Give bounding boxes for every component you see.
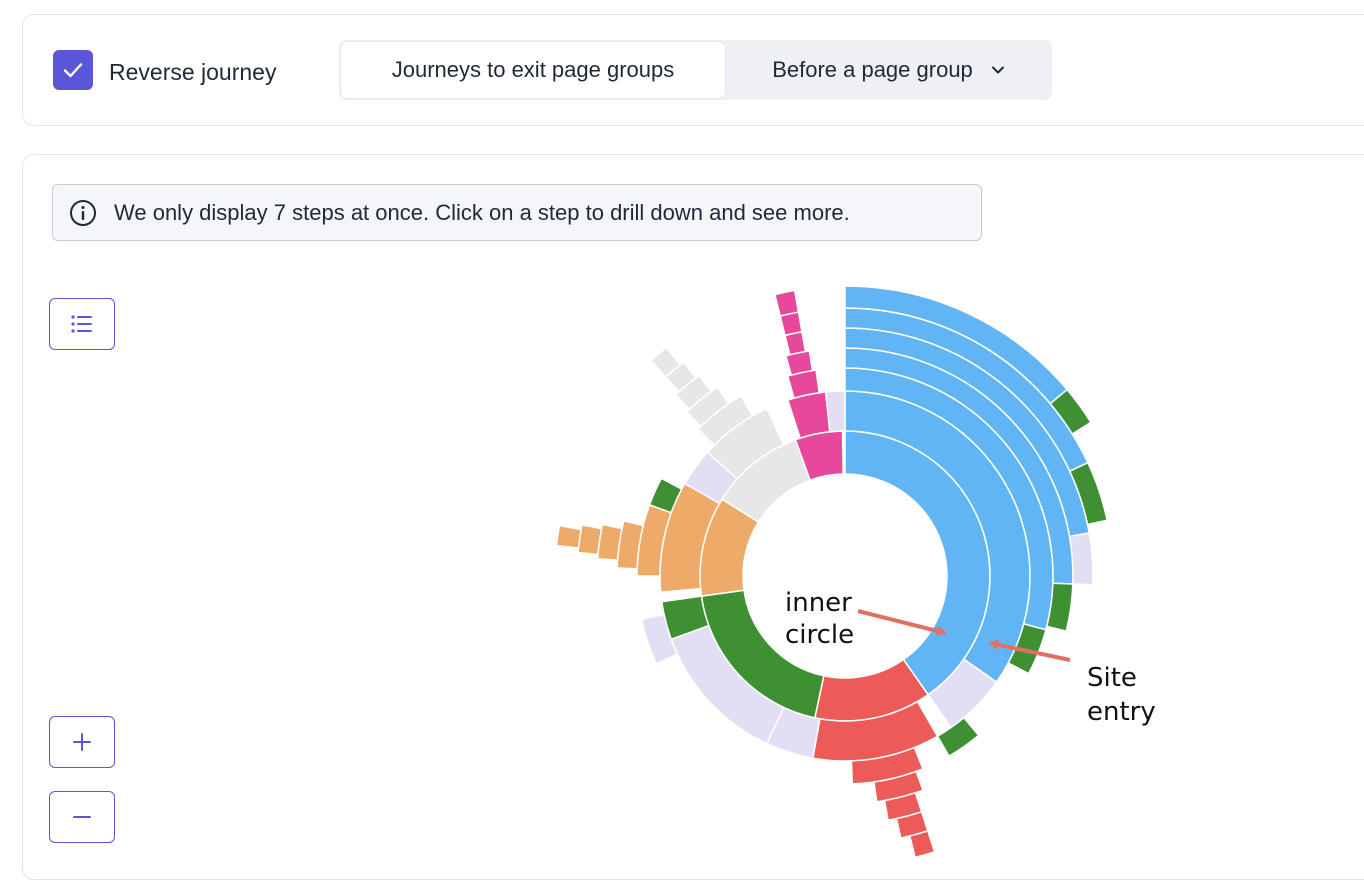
tab-journeys-to-exit[interactable]: Journeys to exit page groups	[341, 42, 725, 98]
segment-green-child[interactable]	[936, 716, 980, 758]
plus-icon	[73, 733, 91, 751]
annotation-site-line1: Site	[1087, 663, 1137, 693]
annotation-inner-line1: inner	[785, 588, 852, 618]
segment-green-child[interactable]	[1068, 461, 1109, 526]
zoom-in-button[interactable]	[49, 716, 115, 768]
check-icon	[63, 63, 83, 78]
segment-green-child[interactable]	[648, 477, 683, 514]
annotation-inner-line2: circle	[785, 620, 854, 650]
zoom-out-button[interactable]	[49, 791, 115, 843]
list-icon	[71, 315, 92, 333]
tab-journeys-to-exit-label: Journeys to exit page groups	[391, 57, 675, 82]
segment-lavender-child[interactable]	[1068, 532, 1094, 586]
annotation-site-entry: Site entry	[988, 639, 1156, 727]
chevron-down-icon	[991, 66, 1004, 74]
list-view-button[interactable]	[49, 298, 115, 350]
tab-before-page-group-label: Before a page group	[772, 57, 973, 82]
segment-gray-ring7[interactable]	[649, 346, 682, 378]
controls-card: Reverse journey Journeys to exit page gr…	[22, 14, 1364, 126]
journey-mode-toggle: Journeys to exit page groups Before a pa…	[339, 40, 1052, 100]
info-icon	[68, 198, 98, 228]
segment-lavender-ring3[interactable]	[640, 613, 679, 665]
notice-text: We only display 7 steps at once. Click o…	[114, 199, 850, 225]
segment-lavender-child[interactable]	[824, 390, 846, 433]
segment-red-ring7[interactable]	[908, 829, 936, 859]
steps-notice: We only display 7 steps at once. Click o…	[52, 184, 982, 241]
reverse-journey-label: Reverse journey	[109, 59, 277, 85]
segment-pink-ring7[interactable]	[773, 289, 800, 317]
annotation-inner-circle: inner circle	[785, 588, 947, 650]
segment-green-child[interactable]	[1045, 582, 1074, 633]
segment-pink-ring2[interactable]	[786, 391, 831, 440]
annotation-site-line2: entry	[1087, 697, 1156, 727]
minus-icon	[73, 816, 91, 818]
segment-green-child[interactable]	[1007, 622, 1047, 675]
site-entry-arrow	[988, 639, 1071, 662]
tab-before-page-group[interactable]: Before a page group	[727, 40, 1052, 100]
inner-circle-arrow	[857, 609, 947, 636]
segment-green-child[interactable]	[1049, 388, 1092, 436]
reverse-journey-checkbox[interactable]	[53, 50, 93, 90]
sunburst-segments	[555, 285, 1109, 859]
segment-orange-ring7[interactable]	[555, 524, 582, 549]
